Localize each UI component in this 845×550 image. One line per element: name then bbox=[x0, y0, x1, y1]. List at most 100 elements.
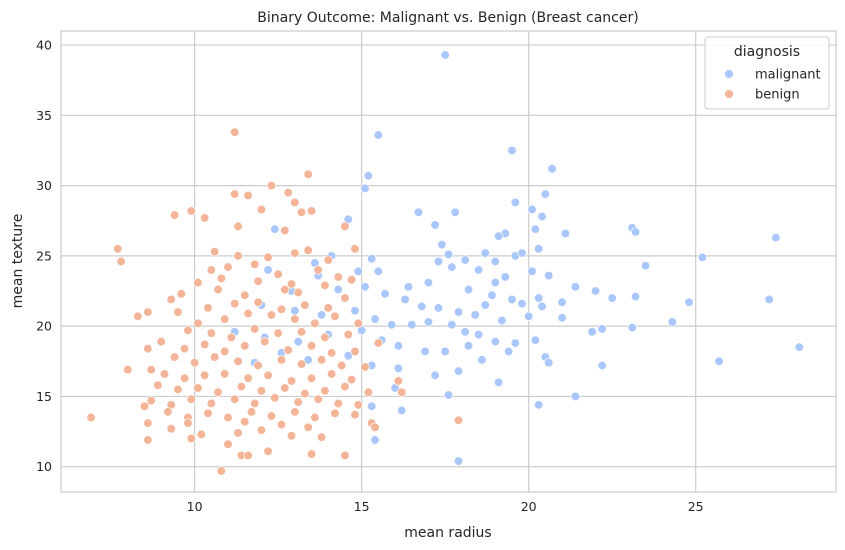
point-benign bbox=[193, 318, 203, 328]
point-benign bbox=[293, 397, 303, 407]
point-malignant bbox=[453, 366, 464, 376]
point-benign bbox=[397, 387, 407, 397]
point-malignant bbox=[497, 315, 507, 326]
point-benign bbox=[216, 466, 226, 476]
point-benign bbox=[186, 433, 196, 444]
point-benign bbox=[340, 450, 350, 461]
point-benign bbox=[350, 346, 360, 357]
point-benign bbox=[333, 398, 343, 409]
point-malignant bbox=[560, 228, 571, 239]
point-malignant bbox=[433, 303, 444, 313]
point-benign bbox=[326, 348, 337, 358]
point-malignant bbox=[587, 327, 597, 337]
point-benign bbox=[186, 394, 196, 404]
point-benign bbox=[253, 297, 263, 307]
x-axis-label: mean radius bbox=[404, 525, 491, 541]
point-benign bbox=[113, 244, 123, 254]
point-malignant bbox=[627, 322, 637, 333]
point-benign bbox=[240, 341, 250, 351]
point-benign bbox=[223, 412, 233, 423]
point-benign bbox=[323, 255, 333, 265]
point-benign bbox=[303, 422, 313, 432]
point-benign bbox=[243, 373, 253, 383]
plot-frame bbox=[60, 30, 837, 493]
point-benign bbox=[143, 435, 153, 445]
point-malignant bbox=[534, 400, 544, 410]
point-benign bbox=[206, 398, 216, 409]
point-benign bbox=[169, 352, 180, 362]
point-malignant bbox=[430, 220, 440, 230]
point-benign bbox=[199, 213, 210, 223]
point-malignant bbox=[417, 301, 427, 312]
point-malignant bbox=[316, 310, 327, 320]
point-benign bbox=[283, 187, 293, 198]
point-malignant bbox=[524, 311, 534, 321]
point-malignant bbox=[440, 50, 450, 60]
point-benign bbox=[323, 303, 333, 313]
point-malignant bbox=[470, 310, 480, 320]
point-malignant bbox=[607, 293, 617, 303]
point-benign bbox=[210, 247, 220, 257]
point-benign bbox=[86, 412, 96, 423]
point-malignant bbox=[373, 130, 383, 140]
point-benign bbox=[186, 206, 196, 216]
point-benign bbox=[346, 275, 357, 285]
point-malignant bbox=[507, 145, 517, 156]
point-malignant bbox=[333, 284, 343, 295]
point-malignant bbox=[570, 391, 581, 402]
point-benign bbox=[330, 311, 340, 321]
point-malignant bbox=[393, 363, 404, 373]
point-benign bbox=[176, 289, 186, 299]
point-malignant bbox=[443, 390, 454, 400]
point-benign bbox=[303, 169, 313, 180]
point-benign bbox=[143, 307, 153, 317]
point-benign bbox=[276, 419, 287, 430]
point-benign bbox=[326, 369, 337, 379]
point-benign bbox=[280, 225, 290, 236]
point-malignant bbox=[473, 329, 484, 340]
point-malignant bbox=[360, 183, 370, 194]
point-benign bbox=[203, 303, 213, 313]
point-malignant bbox=[771, 232, 781, 243]
point-malignant bbox=[423, 317, 434, 327]
legend-label-benign: benign bbox=[755, 88, 800, 103]
point-benign bbox=[253, 360, 263, 371]
point-benign bbox=[223, 262, 233, 272]
point-benign bbox=[263, 370, 273, 380]
point-benign bbox=[333, 272, 343, 282]
point-benign bbox=[350, 410, 360, 420]
point-malignant bbox=[343, 351, 353, 361]
point-malignant bbox=[380, 289, 390, 299]
point-benign bbox=[116, 256, 126, 267]
point-malignant bbox=[303, 355, 313, 365]
point-malignant bbox=[413, 207, 424, 217]
point-benign bbox=[233, 251, 243, 261]
point-malignant bbox=[437, 239, 447, 250]
point-benign bbox=[166, 424, 176, 434]
point-malignant bbox=[270, 224, 280, 234]
legend: diagnosis malignant benign bbox=[704, 36, 830, 110]
point-malignant bbox=[537, 301, 547, 312]
point-benign bbox=[350, 244, 360, 254]
point-benign bbox=[300, 388, 310, 399]
point-benign bbox=[266, 180, 277, 191]
point-malignant bbox=[597, 324, 607, 334]
point-malignant bbox=[597, 360, 607, 371]
point-malignant bbox=[764, 294, 774, 305]
point-malignant bbox=[440, 346, 450, 357]
point-benign bbox=[233, 356, 243, 366]
point-benign bbox=[226, 332, 237, 343]
point-benign bbox=[173, 384, 183, 395]
point-benign bbox=[163, 407, 173, 417]
data-points bbox=[86, 50, 804, 476]
y-axis-ticks: 10 15 20 25 30 35 40 bbox=[36, 38, 52, 475]
x-tick-label: 25 bbox=[688, 499, 704, 514]
point-malignant bbox=[517, 248, 527, 258]
legend-marker-malignant bbox=[724, 69, 734, 79]
y-tick-label: 10 bbox=[36, 459, 52, 474]
point-benign bbox=[199, 370, 210, 380]
point-malignant bbox=[714, 356, 724, 366]
point-benign bbox=[306, 449, 317, 459]
point-benign bbox=[286, 279, 297, 289]
point-malignant bbox=[423, 277, 434, 288]
